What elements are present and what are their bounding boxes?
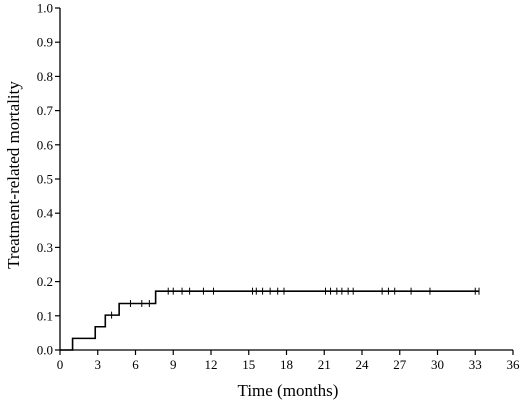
ticks: 0.00.10.20.30.40.50.60.70.80.91.00 3 6 9 12 1… xyxy=(37,1,520,373)
x-tick-label: 33 xyxy=(469,357,482,372)
x-tick-label: 36 xyxy=(507,357,520,372)
y-tick-label: 1.0 xyxy=(37,1,53,16)
x-tick-label: 6 xyxy=(132,357,139,372)
x-tick-label: 21 xyxy=(318,357,331,372)
y-tick-label: 0.0 xyxy=(37,343,53,358)
y-tick-label: 0.5 xyxy=(37,172,53,187)
mortality-step-line xyxy=(60,290,480,351)
x-tick-label: 24 xyxy=(356,357,370,372)
x-tick-label: 12 xyxy=(205,357,218,372)
series-layer xyxy=(60,287,480,351)
y-tick-label: 0.8 xyxy=(37,69,53,84)
x-tick-label: 9 xyxy=(170,357,177,372)
y-tick-label: 0.6 xyxy=(37,137,54,152)
x-tick-label: 27 xyxy=(393,357,407,372)
x-tick-label: 30 xyxy=(431,357,444,372)
x-tick-label: 0 xyxy=(57,357,64,372)
y-tick-label: 0.3 xyxy=(37,240,53,255)
y-tick-label: 0.1 xyxy=(37,308,53,323)
y-tick-label: 0.9 xyxy=(37,35,53,50)
x-tick-label: 15 xyxy=(242,357,255,372)
x-tick-label: 3 xyxy=(95,357,102,372)
x-tick-label: 18 xyxy=(280,357,293,372)
axes xyxy=(59,8,513,351)
y-axis-title: Treatment-related mortality xyxy=(4,81,23,269)
y-tick-label: 0.4 xyxy=(37,206,54,221)
y-tick-label: 0.2 xyxy=(37,274,53,289)
y-tick-label: 0.7 xyxy=(37,103,54,118)
x-axis-title: Time (months) xyxy=(238,381,339,400)
